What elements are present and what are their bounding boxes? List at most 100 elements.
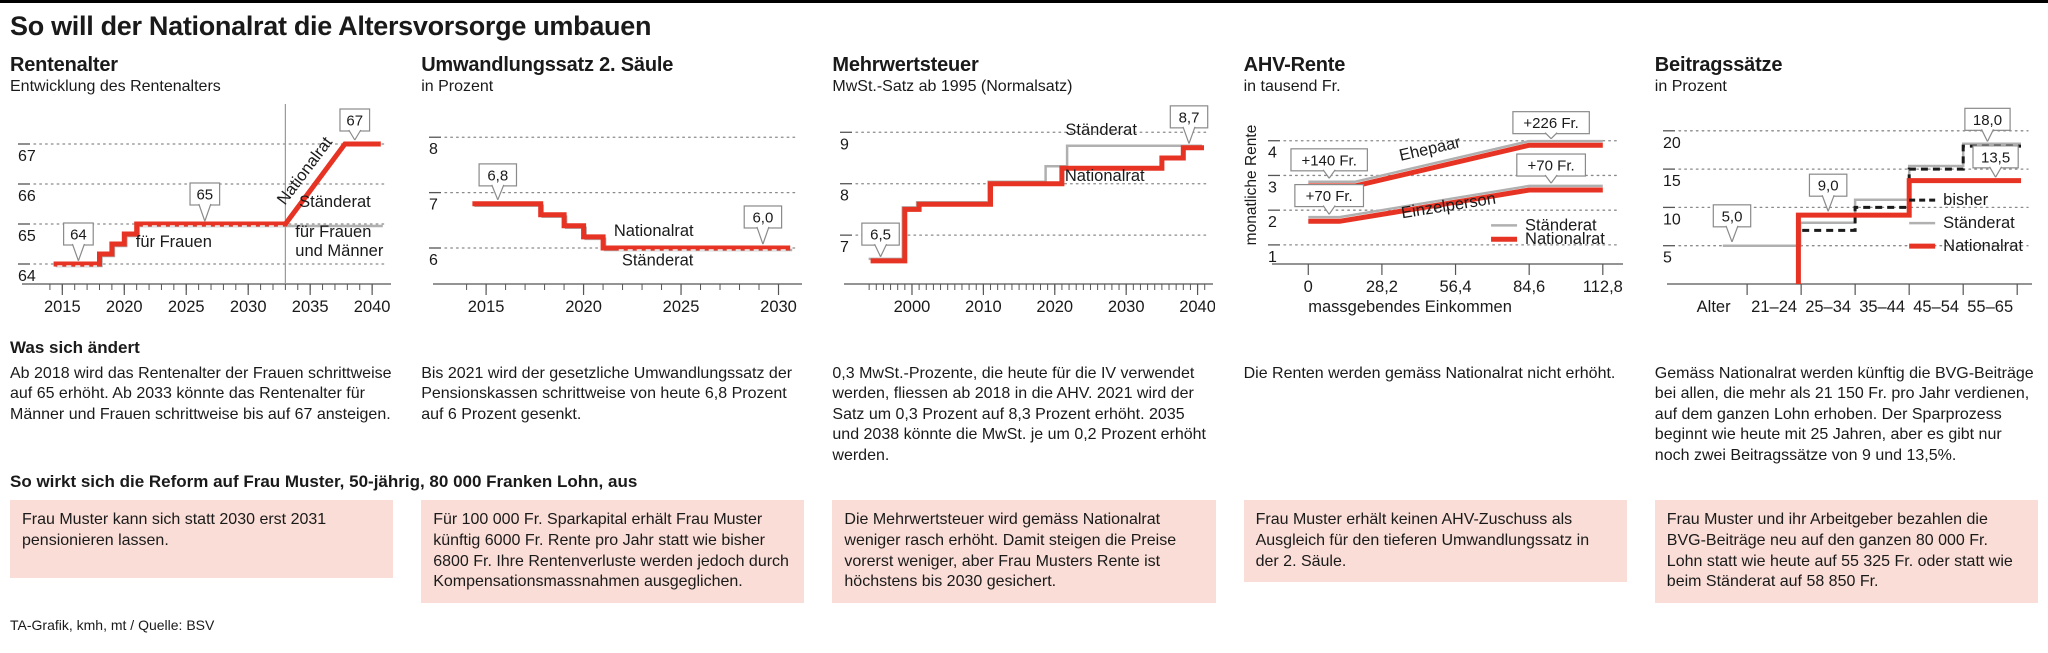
svg-text:20: 20 — [1663, 135, 1681, 152]
svg-text:7: 7 — [840, 239, 849, 256]
muster-box-umwandlungssatz: Für 100 000 Fr. Sparkapital erhält Frau … — [421, 500, 805, 604]
chart-subtitle-mehrwertsteuer: MwSt.-Satz ab 1995 (Normalsatz) — [832, 78, 1073, 95]
svg-text:5: 5 — [1663, 250, 1672, 267]
svg-text:66: 66 — [18, 188, 36, 205]
svg-text:8: 8 — [429, 141, 438, 158]
svg-text:55–65: 55–65 — [1967, 298, 2013, 316]
svg-text:und Männer: und Männer — [295, 242, 384, 260]
chart-subtitle-ahv-rente: in tausend Fr. — [1243, 78, 1341, 95]
svg-text:2020: 2020 — [106, 298, 143, 316]
svg-text:2030: 2030 — [1108, 298, 1145, 316]
chart-title-beitragssaetze: Beitragssätze — [1654, 54, 1783, 76]
svg-text:0: 0 — [1303, 278, 1312, 296]
svg-text:64: 64 — [70, 227, 87, 244]
svg-text:Einzelperson: Einzelperson — [1400, 190, 1497, 223]
chart-title-rentenalter: Rentenalter — [10, 54, 118, 76]
muster-box-rentenalter: Frau Muster kann sich statt 2030 erst 20… — [10, 500, 394, 578]
svg-text:10: 10 — [1663, 211, 1681, 228]
change-text-umwandlungssatz: Bis 2021 wird der gesetzliche Umwandlung… — [421, 365, 793, 423]
svg-text:2025: 2025 — [168, 298, 205, 316]
svg-text:84,6: 84,6 — [1513, 278, 1545, 296]
chart-subtitle-beitragssaetze: in Prozent — [1654, 78, 1727, 95]
svg-text:9,0: 9,0 — [1818, 178, 1839, 195]
svg-text:Nationalrat: Nationalrat — [1525, 230, 1605, 248]
chart-subtitle-rentenalter: Entwicklung des Rentenalters — [10, 78, 221, 95]
panel-rentenalter: Rentenalter Entwicklung des Rentenalters… — [10, 54, 393, 328]
svg-text:65: 65 — [196, 187, 213, 204]
svg-text:56,4: 56,4 — [1439, 278, 1471, 296]
svg-text:6: 6 — [429, 252, 438, 269]
svg-text:Ständerat: Ständerat — [1943, 214, 2015, 232]
svg-text:1: 1 — [1268, 249, 1277, 266]
panel-ahv-rente: AHV-Rente in tausend Fr. 1 2 3 4 0 28,2 56,4 84… — [1244, 54, 1627, 328]
svg-text:67: 67 — [346, 113, 363, 130]
svg-text:+70 Fr.: +70 Fr. — [1527, 158, 1574, 175]
chart-ahv-rente: 1 2 3 4 0 28,2 56,4 84,6 112,8 massgebendes Einko… — [1244, 111, 1623, 316]
svg-text:Ständerat: Ständerat — [1066, 121, 1138, 139]
change-text-ahv-rente: Die Renten werden gemäss Nationalrat nic… — [1243, 365, 1616, 382]
muster-box-mehrwertsteuer: Die Mehrwertsteuer wird gemäss Nationalr… — [832, 500, 1216, 604]
svg-text:28,2: 28,2 — [1365, 278, 1397, 296]
change-text-mehrwertsteuer: 0,3 MwSt.-Prozente, die heute für die IV… — [832, 365, 1206, 464]
section-heading-changes: Was sich ändert — [10, 338, 140, 357]
svg-text:5,0: 5,0 — [1721, 208, 1742, 225]
svg-text:2000: 2000 — [894, 298, 931, 316]
panel-beitragssaetze: Beitragssätze in Prozent 5 10 15 20 Alter 21–… — [1655, 54, 2038, 328]
svg-text:für Frauen: für Frauen — [136, 233, 212, 251]
svg-text:Ständerat: Ständerat — [622, 252, 694, 270]
svg-text:25–34: 25–34 — [1805, 298, 1851, 316]
chart-rentenalter: 64 65 66 67 2015 2020 2025 2030 2035 2040 für Frau… — [18, 104, 391, 316]
svg-text:2020: 2020 — [1037, 298, 1074, 316]
muster-box-ahv-rente: Frau Muster erhält keinen AHV-Zuschuss a… — [1243, 500, 1627, 583]
svg-text:6,0: 6,0 — [753, 209, 774, 226]
svg-text:21–24: 21–24 — [1751, 298, 1797, 316]
svg-text:für Frauen: für Frauen — [295, 223, 371, 241]
chart-beitragssaetze: 5 10 15 20 Alter 21–24 25–34 35–44 45–54 55–65 5,0… — [1662, 107, 2032, 316]
svg-text:Ständerat: Ständerat — [299, 193, 371, 211]
chart-subtitle-umwandlungssatz: in Prozent — [421, 78, 494, 95]
svg-text:35–44: 35–44 — [1859, 298, 1905, 316]
svg-text:Nationalrat: Nationalrat — [1943, 237, 2023, 255]
svg-text:8,7: 8,7 — [1179, 109, 1200, 126]
svg-text:Nationalrat: Nationalrat — [614, 222, 694, 240]
svg-text:2035: 2035 — [292, 298, 329, 316]
svg-text:13,5: 13,5 — [1981, 149, 2010, 166]
chart-title-umwandlungssatz: Umwandlungssatz 2. Säule — [421, 54, 674, 76]
panel-grid: Rentenalter Entwicklung des Rentenalters… — [10, 54, 2038, 604]
muster-box-beitragssaetze: Frau Muster und ihr Arbeitgeber bezahlen… — [1654, 500, 2038, 604]
svg-text:64: 64 — [18, 268, 36, 285]
svg-text:67: 67 — [18, 148, 36, 165]
svg-text:8: 8 — [840, 188, 849, 205]
svg-text:2015: 2015 — [468, 298, 505, 316]
svg-text:2040: 2040 — [354, 298, 391, 316]
svg-text:2030: 2030 — [760, 298, 797, 316]
svg-text:15: 15 — [1663, 173, 1681, 190]
svg-text:monatliche Rente: monatliche Rente — [1244, 125, 1260, 246]
panel-mehrwertsteuer: Mehrwertsteuer MwSt.-Satz ab 1995 (Norma… — [832, 54, 1215, 328]
svg-text:4: 4 — [1268, 145, 1277, 162]
section-heading-muster: So wirkt sich die Reform auf Frau Muster… — [10, 472, 638, 491]
svg-text:2010: 2010 — [965, 298, 1002, 316]
svg-text:6,5: 6,5 — [871, 227, 892, 244]
svg-text:+70 Fr.: +70 Fr. — [1305, 188, 1352, 205]
svg-text:2030: 2030 — [230, 298, 267, 316]
svg-text:18,0: 18,0 — [1973, 112, 2002, 129]
page-title: So will der Nationalrat die Altersvorsor… — [10, 11, 652, 41]
svg-text:massgebendes Einkommen: massgebendes Einkommen — [1308, 298, 1512, 316]
svg-text:3: 3 — [1268, 179, 1277, 196]
svg-text:Nationalrat: Nationalrat — [1065, 167, 1145, 185]
svg-text:Alter: Alter — [1696, 298, 1730, 316]
svg-text:2015: 2015 — [44, 298, 81, 316]
chart-umwandlungssatz: 6 7 8 2015 2020 2025 2030 Nationalrat Ständerat 6… — [429, 136, 803, 316]
svg-text:2040: 2040 — [1180, 298, 1216, 316]
svg-text:bisher: bisher — [1943, 191, 1988, 209]
svg-text:112,8: 112,8 — [1582, 278, 1622, 296]
svg-text:9: 9 — [840, 136, 849, 153]
change-text-rentenalter: Ab 2018 wird das Rentenalter der Frauen … — [10, 365, 392, 423]
chart-mehrwertsteuer: 7 8 9 2000 2010 2020 2030 2040 Ständerat National… — [840, 105, 1216, 316]
svg-text:45–54: 45–54 — [1913, 298, 1959, 316]
source-credit: TA-Grafik, kmh, mt / Quelle: BSV — [10, 617, 215, 634]
svg-text:2025: 2025 — [663, 298, 700, 316]
svg-text:+140 Fr.: +140 Fr. — [1301, 152, 1356, 169]
svg-text:+226 Fr.: +226 Fr. — [1523, 115, 1578, 132]
